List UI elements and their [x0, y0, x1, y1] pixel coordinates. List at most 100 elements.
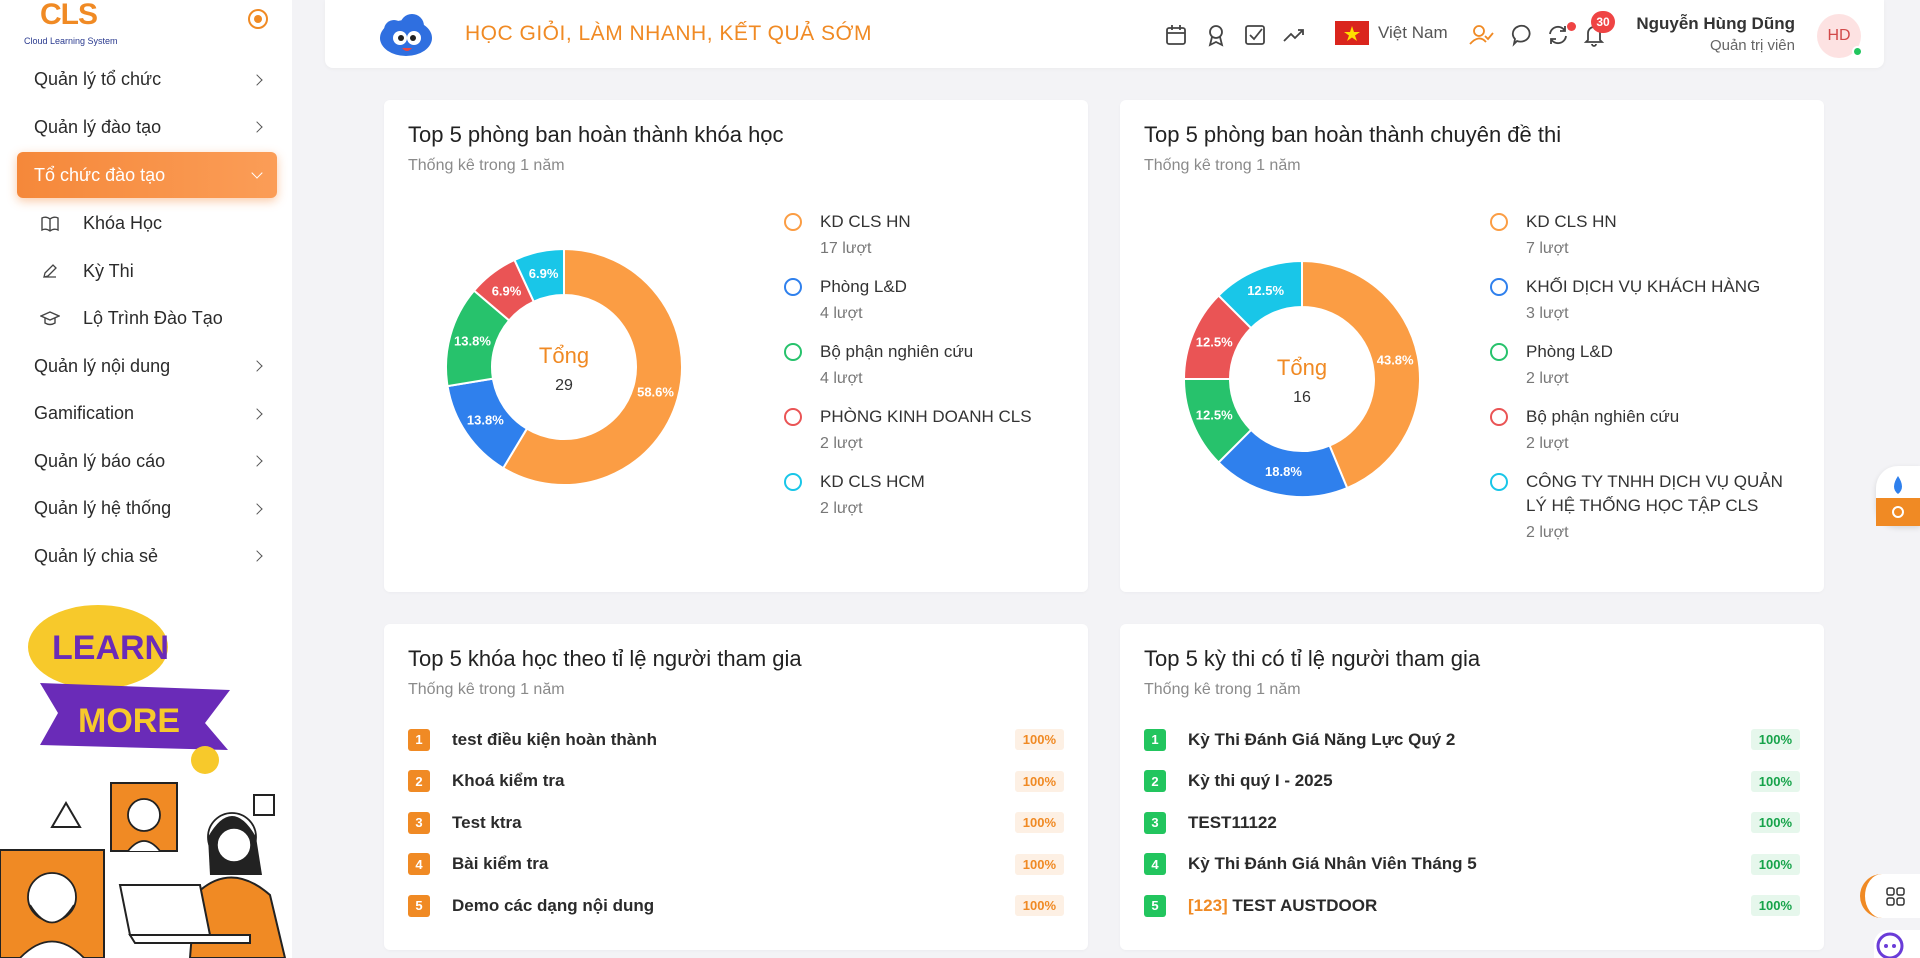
sidebar-item-sharing[interactable]: Quản lý chia sẻ: [17, 533, 277, 581]
legend-item[interactable]: Phòng L&D 2 lượt: [1490, 340, 1790, 390]
list-item[interactable]: 3 TEST11122 100%: [1144, 802, 1800, 844]
sidebar-subitem-label: Kỳ Thi: [83, 260, 134, 281]
sidebar-subitem-exams[interactable]: Kỳ Thi: [17, 248, 277, 296]
card-title: Top 5 phòng ban hoàn thành khóa học: [408, 122, 784, 147]
legend-item[interactable]: PHÒNG KINH DOANH CLS 2 lượt: [784, 405, 1064, 455]
calendar-icon[interactable]: [1163, 22, 1189, 48]
user-check-icon[interactable]: [1468, 22, 1494, 48]
promo-line1: LEARN: [52, 629, 169, 667]
legend-item[interactable]: Bộ phận nghiên cứu 2 lượt: [1490, 405, 1790, 455]
donut-slice[interactable]: [501, 247, 683, 486]
donut-chart[interactable]: 58.6% 13.8% 13.8% 6.9% 6.9% Tổng 29: [444, 247, 684, 487]
legend-count: 17 lượt: [820, 240, 872, 257]
rank-name: Kỳ Thi Đánh Giá Nhân Viên Tháng 5: [1188, 854, 1477, 874]
chevron-right-icon: [251, 121, 263, 133]
chart-legend: KD CLS HN 17 lượt Phòng L&D 4 lượt Bộ ph…: [784, 210, 1064, 535]
trending-up-icon[interactable]: [1281, 22, 1307, 48]
sidebar-subitem-learning-path[interactable]: Lộ Trình Đào Tạo: [17, 295, 277, 343]
sidebar-item-training-organization[interactable]: Tổ chức đào tạo: [17, 152, 277, 198]
list-item[interactable]: 5 Demo các dạng nội dung 100%: [408, 885, 1064, 927]
legend-item[interactable]: KD CLS HN 17 lượt: [784, 210, 1064, 260]
rank-name: [123] TEST AUSTDOOR: [1188, 896, 1377, 916]
legend-count: 4 lượt: [820, 370, 863, 387]
notification-badge: 30: [1591, 11, 1615, 33]
legend-item[interactable]: CÔNG TY TNHH DỊCH VỤ QUẢN LÝ HỆ THỐNG HỌ…: [1490, 470, 1790, 544]
sync-icon[interactable]: [1545, 22, 1571, 48]
legend-count: 2 lượt: [1526, 435, 1569, 452]
country-selector[interactable]: Việt Nam: [1378, 23, 1448, 42]
logo[interactable]: CLS Cloud Learning System: [24, 0, 134, 48]
list-item[interactable]: 5 [123] TEST AUSTDOOR 100%: [1144, 885, 1800, 927]
legend-item[interactable]: Phòng L&D 4 lượt: [784, 275, 1064, 325]
sidebar-subitem-courses[interactable]: Khóa Học: [17, 200, 277, 248]
donut-chart[interactable]: 43.8% 18.8% 12.5% 12.5% 12.5% Tổng 16: [1182, 259, 1422, 499]
sidebar-item-training-management[interactable]: Quản lý đào tạo: [17, 104, 277, 152]
legend-name: KD CLS HCM: [820, 472, 925, 491]
card-dept-courses: Top 5 phòng ban hoàn thành khóa học Thốn…: [384, 100, 1088, 592]
rank-percent: 100%: [1014, 770, 1064, 792]
list-item[interactable]: 4 Bài kiểm tra 100%: [408, 844, 1064, 886]
user-name[interactable]: Nguyễn Hùng Dũng: [1636, 14, 1795, 33]
rank-number: 2: [408, 770, 430, 793]
legend-count: 4 lượt: [820, 305, 863, 322]
legend-item[interactable]: KD CLS HCM 2 lượt: [784, 470, 1064, 520]
vietnam-flag-icon[interactable]: [1335, 21, 1369, 45]
legend-item[interactable]: KD CLS HN 7 lượt: [1490, 210, 1790, 260]
rank-percent: 100%: [1014, 812, 1064, 833]
rank-number: 4: [408, 853, 430, 876]
donut-total: 29: [555, 377, 573, 394]
donut-slice-label: 13.8%: [454, 334, 491, 349]
card-exams-rank: Top 5 kỳ thi có tỉ lệ người tham gia Thố…: [1120, 624, 1824, 950]
donut-slice[interactable]: [1217, 259, 1303, 330]
legend-count: 7 lượt: [1526, 240, 1569, 257]
card-dept-exams: Top 5 phòng ban hoàn thành chuyên đề thi…: [1120, 100, 1824, 592]
card-subtitle: Thống kê trong 1 năm: [1144, 681, 1301, 698]
list-item[interactable]: 2 Khoá kiểm tra 100%: [408, 761, 1064, 803]
legend-ring-icon: [784, 408, 802, 426]
rank-name: Bài kiểm tra: [452, 854, 549, 874]
legend-item[interactable]: KHỐI DỊCH VỤ KHÁCH HÀNG 3 lượt: [1490, 275, 1790, 325]
apps-widget-button[interactable]: [1860, 874, 1920, 918]
chat-icon[interactable]: [1511, 22, 1537, 48]
chevron-right-icon: [251, 503, 263, 515]
rank-number: 2: [1144, 770, 1166, 793]
chevron-right-icon: [251, 74, 263, 86]
sidebar-item-system[interactable]: Quản lý hệ thống: [17, 485, 277, 533]
sidebar-item-reports[interactable]: Quản lý báo cáo: [17, 438, 277, 486]
sidebar-item-content[interactable]: Quản lý nội dung: [17, 343, 277, 391]
chevron-right-icon: [251, 408, 263, 420]
donut-slice[interactable]: [1301, 259, 1421, 490]
chevron-right-icon: [251, 455, 263, 467]
legend-ring-icon: [1490, 473, 1508, 491]
sidebar-item-label: Quản lý báo cáo: [34, 450, 166, 471]
list-item[interactable]: 4 Kỳ Thi Đánh Giá Nhân Viên Tháng 5 100%: [1144, 844, 1800, 886]
sync-indicator: [1567, 22, 1576, 31]
theme-widget-button[interactable]: [1876, 466, 1920, 526]
donut-slice-label: 58.6%: [637, 384, 674, 399]
legend-name: KD CLS HN: [1526, 212, 1617, 231]
sidebar-item-organization[interactable]: Quản lý tổ chức: [17, 56, 277, 104]
checklist-icon[interactable]: [1242, 22, 1268, 48]
card-title: Top 5 phòng ban hoàn thành chuyên đề thi: [1144, 122, 1562, 147]
list-item[interactable]: 1 Kỳ Thi Đánh Giá Năng Lực Quý 2 100%: [1144, 719, 1800, 761]
rank-percent: 100%: [1014, 853, 1064, 875]
donut-slice[interactable]: [513, 247, 565, 303]
legend-ring-icon: [1490, 213, 1508, 231]
logo-text: CLS: [40, 0, 98, 31]
list-item[interactable]: 3 Test ktra 100%: [408, 802, 1064, 844]
legend-item[interactable]: Bộ phận nghiên cứu 4 lượt: [784, 340, 1064, 390]
grid-icon: [1886, 887, 1905, 906]
sidebar-item-label: Quản lý hệ thống: [34, 498, 172, 519]
legend-count: 3 lượt: [1526, 305, 1569, 322]
award-icon[interactable]: [1203, 22, 1229, 48]
list-item[interactable]: 1 test điều kiện hoàn thành 100%: [408, 719, 1064, 761]
chatbot-button[interactable]: [1874, 930, 1920, 958]
robot-icon: [1876, 932, 1904, 958]
card-courses-rank: Top 5 khóa học theo tỉ lệ người tham gia…: [384, 624, 1088, 950]
donut-slice-label: 6.9%: [529, 266, 559, 281]
sidebar-toggle-icon[interactable]: [248, 9, 268, 29]
sidebar-item-gamification[interactable]: Gamification: [17, 390, 277, 438]
list-item[interactable]: 2 Kỳ thi quý I - 2025 100%: [1144, 761, 1800, 803]
sidebar: CLS Cloud Learning System Quản lý tổ chứ…: [0, 0, 292, 958]
legend-name: Phòng L&D: [1526, 342, 1613, 361]
